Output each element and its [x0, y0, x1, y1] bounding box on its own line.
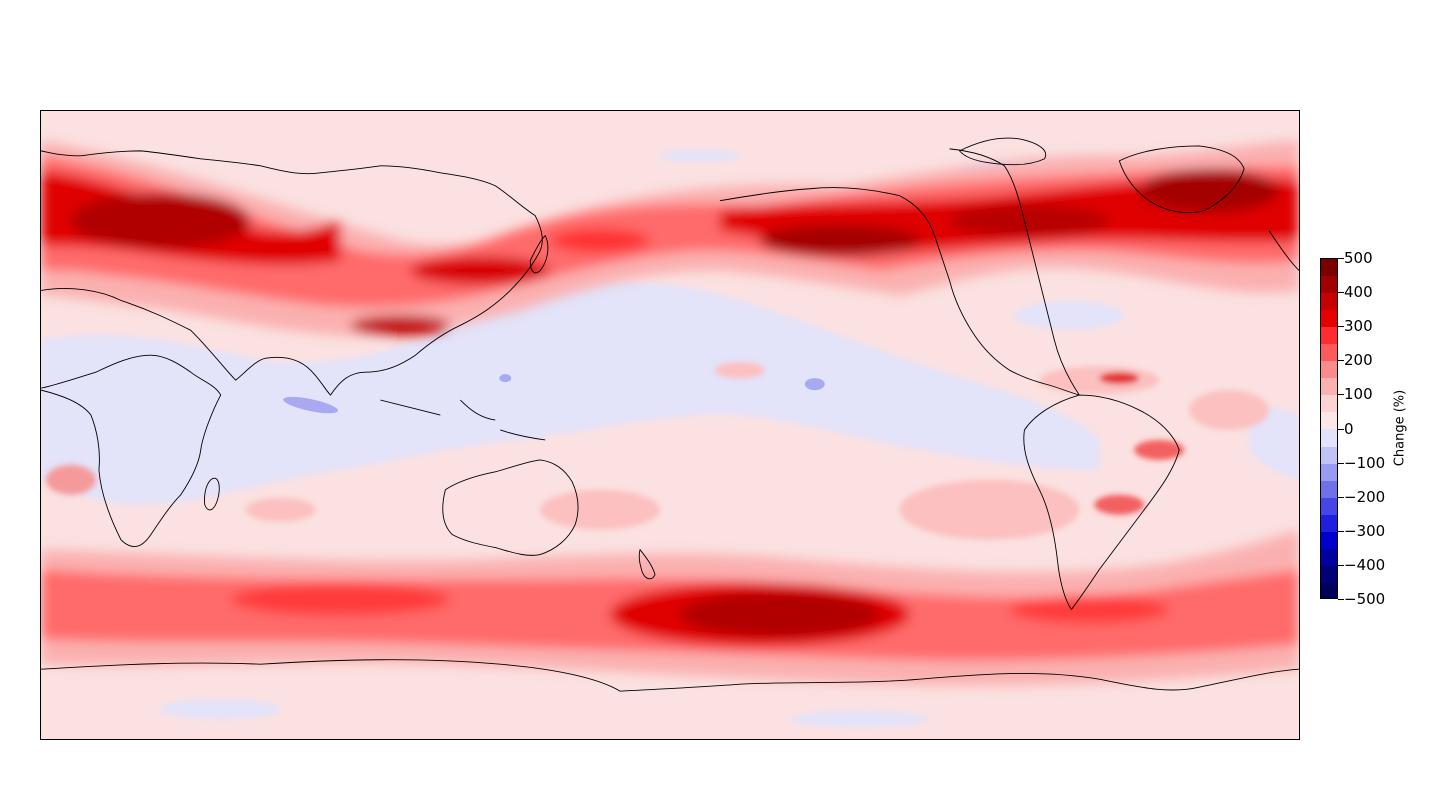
map-panel — [40, 110, 1300, 740]
coastlines — [41, 137, 1299, 692]
indonesia-coast — [380, 399, 546, 441]
colorbar-tick-mark — [1338, 496, 1344, 498]
colorbar-tick-mark — [1338, 292, 1344, 294]
colorbar-level — [1321, 429, 1337, 447]
colorbar — [1320, 258, 1338, 599]
colorbar-tick-label: 100 — [1344, 385, 1373, 404]
colorbar-tick-label: −500 — [1344, 590, 1386, 608]
colorbar-level — [1321, 531, 1337, 549]
colorbar-tick-label: 0 — [1344, 419, 1354, 438]
colorbar-tick-label: −200 — [1344, 487, 1386, 506]
eurasia-coast — [41, 150, 543, 396]
northern-increase-band — [41, 140, 1299, 337]
japan-coast — [529, 235, 549, 274]
colorbar-level — [1321, 378, 1337, 396]
colorbar-tick-mark — [1338, 599, 1344, 600]
colorbar-tick-label: −100 — [1344, 453, 1386, 472]
new-zealand-coast — [638, 549, 656, 580]
colorbar-tick-label: 400 — [1344, 283, 1373, 302]
colorbar-level — [1321, 582, 1337, 598]
antarctica-coast — [41, 659, 1299, 692]
south-america-coast — [1023, 394, 1180, 610]
colorbar-level — [1321, 293, 1337, 311]
colorbar-tick-label: 500 — [1344, 249, 1373, 267]
colorbar-level — [1321, 463, 1337, 481]
colorbar-tick-label: −400 — [1344, 555, 1386, 574]
europe-west-coast — [1268, 230, 1299, 271]
southern-increase-band — [41, 529, 1299, 686]
colorbar-tick-mark — [1338, 428, 1344, 430]
colorbar-level — [1321, 480, 1337, 498]
arctic-islands-coast — [959, 137, 1047, 166]
colorbar-tick-label: −300 — [1344, 521, 1386, 540]
subtropical-patches — [45, 362, 1270, 540]
colorbar-level — [1321, 446, 1337, 464]
colorbar-level — [1321, 548, 1337, 566]
change-map — [41, 111, 1299, 739]
colorbar-tick-label: 300 — [1344, 317, 1373, 336]
colorbar-level — [1321, 497, 1337, 515]
colorbar-tick-mark — [1338, 530, 1344, 532]
colorbar-level — [1321, 327, 1337, 345]
colorbar-tick-mark — [1338, 326, 1344, 328]
strong-decrease-patches — [283, 374, 825, 414]
colorbar-level — [1321, 344, 1337, 362]
colorbar-level — [1321, 276, 1337, 294]
colorbar-level — [1321, 412, 1337, 430]
north-america-coast — [719, 148, 1080, 396]
colorbar-level — [1321, 310, 1337, 328]
madagascar-coast — [204, 477, 220, 511]
colorbar-level — [1321, 259, 1337, 277]
colorbar-title: Change (%) — [1392, 389, 1408, 467]
africa-coast — [41, 354, 222, 547]
australia-coast — [442, 459, 579, 556]
colorbar-tick-mark — [1338, 394, 1344, 396]
colorbar-tick-label: 200 — [1344, 351, 1373, 370]
colorbar-tick-mark — [1338, 564, 1344, 566]
colorbar-level — [1321, 514, 1337, 532]
greenland-coast — [1118, 145, 1245, 214]
colorbar-level — [1321, 395, 1337, 413]
colorbar-tick-mark — [1338, 462, 1344, 464]
colorbar-level — [1321, 565, 1337, 583]
colorbar-tick-mark — [1338, 360, 1344, 362]
colorbar-level — [1321, 361, 1337, 379]
colorbar-tick-mark — [1338, 258, 1344, 259]
